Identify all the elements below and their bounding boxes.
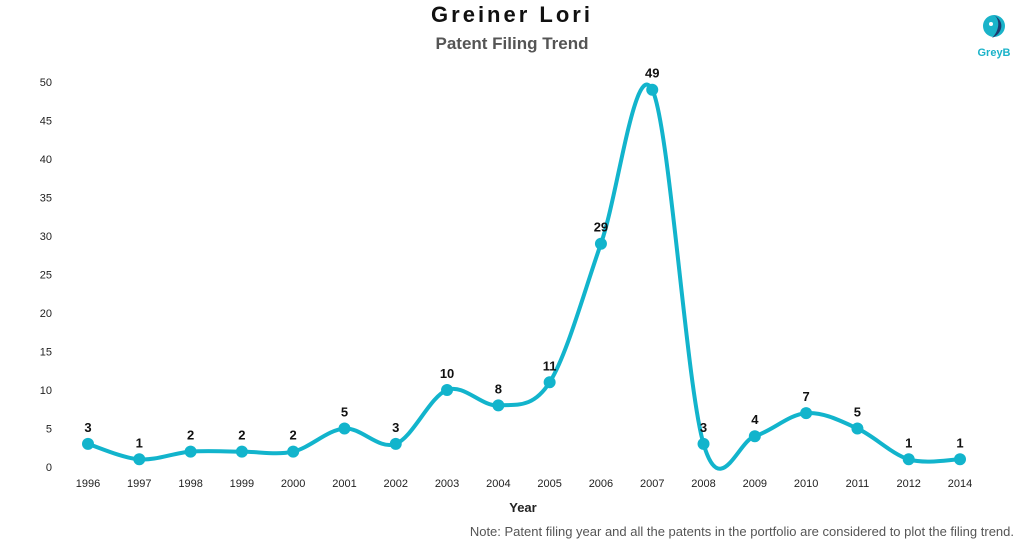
y-tick-label: 20 (40, 308, 52, 320)
y-tick-label: 40 (40, 154, 52, 166)
data-point (954, 453, 966, 466)
x-tick-label: 1997 (127, 478, 151, 490)
x-tick-label: 2008 (691, 478, 715, 490)
data-point (543, 376, 556, 389)
x-tick-label: 1998 (178, 478, 202, 490)
data-point (748, 430, 761, 443)
data-label: 4 (751, 412, 759, 427)
x-tick-label: 2004 (486, 478, 510, 490)
data-point (338, 422, 351, 435)
y-tick-label: 30 (40, 231, 52, 243)
data-label: 11 (543, 358, 557, 373)
x-tick-label: 2001 (332, 478, 356, 490)
data-label: 3 (700, 420, 707, 435)
x-tick-label: 2003 (435, 478, 459, 490)
data-label: 3 (84, 420, 91, 435)
data-point (287, 445, 300, 458)
x-tick-label: 2010 (794, 478, 818, 490)
x-tick-label: 1996 (76, 478, 100, 490)
y-tick-label: 50 (40, 77, 52, 89)
data-label: 2 (238, 428, 245, 443)
data-point (235, 445, 248, 458)
x-tick-label: 2009 (743, 478, 767, 490)
y-tick-label: 35 (40, 193, 52, 205)
data-point (851, 422, 864, 435)
data-point (902, 453, 915, 466)
data-label: 29 (594, 220, 608, 235)
y-tick-label: 0 (46, 462, 52, 474)
y-axis: 0 5 10 15 20 25 30 35 40 45 50 (40, 77, 52, 474)
data-label: 2 (187, 428, 194, 443)
x-axis: 1996 1997 1998 1999 2000 2001 2002 2003 2004 2005… (76, 478, 972, 490)
data-point (441, 384, 454, 396)
data-point (133, 453, 146, 466)
data-label: 49 (645, 66, 659, 81)
data-point (184, 445, 197, 458)
data-label: 7 (803, 389, 810, 404)
brand-logo: GreyB (972, 10, 1016, 66)
y-tick-label: 10 (40, 385, 52, 397)
series-line (86, 82, 962, 471)
x-tick-label: 2007 (640, 478, 664, 490)
greyb-logo-icon (983, 15, 1005, 38)
data-label: 10 (440, 366, 454, 381)
x-tick-label: 1999 (230, 478, 254, 490)
data-label: 1 (956, 435, 963, 450)
data-label: 5 (341, 405, 348, 420)
data-point (82, 437, 94, 450)
x-tick-label: 2014 (948, 478, 972, 490)
brand-name: GreyB (977, 47, 1011, 59)
data-point (646, 83, 659, 96)
x-tick-label: 2012 (896, 478, 920, 490)
y-tick-label: 25 (40, 270, 52, 282)
y-tick-label: 5 (46, 424, 52, 436)
footnote: Note: Patent filing year and all the pat… (469, 524, 1014, 539)
x-tick-label: 2011 (846, 478, 870, 490)
x-tick-label: 2005 (537, 478, 561, 490)
x-tick-label: 2006 (589, 478, 613, 490)
data-label: 2 (290, 428, 297, 443)
chart-title: Greiner Lori (431, 2, 593, 27)
data-point (800, 407, 813, 420)
y-tick-label: 45 (40, 116, 52, 128)
x-tick-label: 2000 (281, 478, 305, 490)
data-label: 1 (905, 435, 912, 450)
data-point (492, 399, 505, 412)
data-label: 1 (136, 435, 143, 450)
data-label: 3 (392, 420, 399, 435)
chart-subtitle: Patent Filing Trend (435, 34, 589, 53)
x-tick-label: 2002 (384, 478, 408, 490)
data-points (82, 83, 966, 466)
data-point (594, 237, 607, 250)
data-point (697, 437, 710, 450)
data-point (389, 437, 402, 450)
data-label: 8 (495, 381, 502, 396)
x-axis-label: Year (509, 500, 536, 515)
data-label: 5 (854, 405, 861, 420)
y-tick-label: 15 (40, 347, 52, 359)
